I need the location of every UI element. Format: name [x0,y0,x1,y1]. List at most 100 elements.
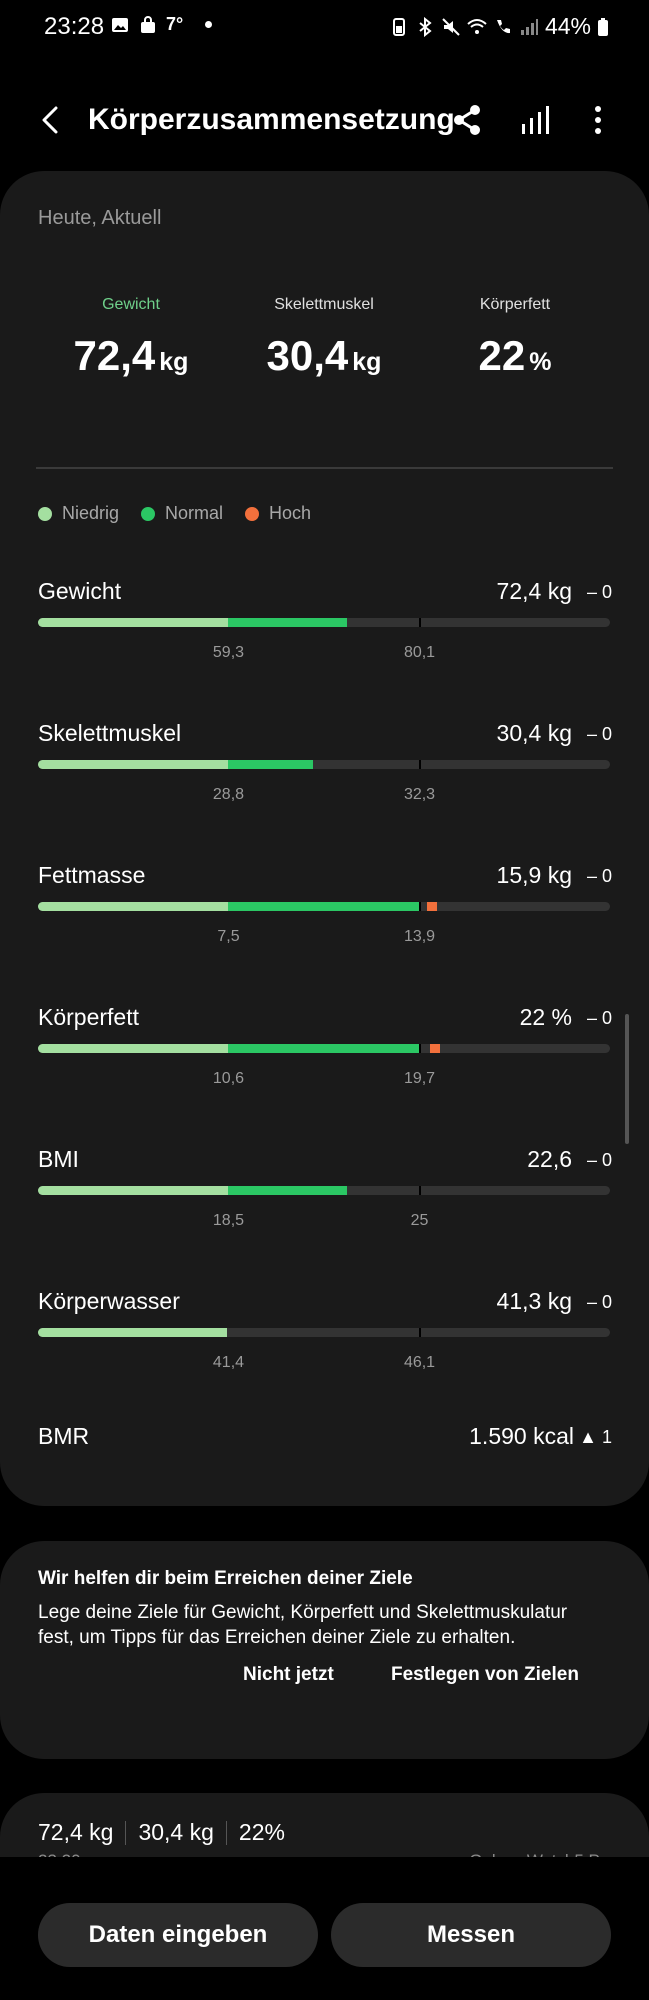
metric-delta: – 0 [586,1292,612,1312]
metric-value: 22,6 [527,1146,572,1172]
metric-delta: – 0 [586,582,612,602]
bluetooth-icon [419,16,432,37]
metric-value: 41,3 kg [496,1288,572,1314]
divider [225,1820,227,1845]
enter-data-button[interactable]: Daten eingeben [38,1903,318,1967]
bar-low-segment [38,760,229,769]
set-goals-button[interactable]: Festlegen von Zielen [391,1664,579,1685]
goals-title: Wir helfen dir beim Erreichen deiner Zie… [38,1568,413,1589]
range-low-label: 7,5 [217,928,240,945]
range-tick [418,1186,421,1195]
summary-body-fat: Körperfett 22% [420,296,610,380]
summary-label: Skelettmuskel [274,296,374,313]
date-subtitle: Heute, Aktuell [38,207,162,229]
legend-item-high: Hoch [245,503,311,524]
wifi-call-icon [496,19,510,33]
metric-delta: – 0 [586,1150,612,1170]
range-bar [38,618,610,627]
summary-label: Körperfett [479,296,551,313]
summary-weight: Gewicht 72,4 kg [36,296,226,380]
metric-name: Gewicht [38,578,122,604]
range-bar [38,902,610,911]
range-bar [38,1328,610,1337]
goals-description: Lege deine Ziele für Gewicht, Körperfett… [38,1602,568,1648]
mute-icon [442,17,460,36]
range-high-label: 46,1 [403,1354,436,1371]
range-tick [418,1328,421,1337]
metric-delta: – 0 [586,1008,612,1028]
legend: Niedrig Normal Hoch [38,503,311,524]
metric-value: 30,4 kg [496,720,572,746]
bar-low-segment [38,1044,229,1053]
history-weight: 72,4 kg [38,1819,114,1845]
range-high-label: 80,1 [403,644,436,661]
bar-low-segment [38,618,229,627]
metric-row[interactable]: Körperfett 22 % – 0 10,6 19,7 [38,1004,612,1104]
metric-row[interactable]: Körperwasser 41,3 kg – 0 41,4 46,1 [38,1288,612,1388]
share-icon[interactable] [448,100,488,140]
bar-normal-segment [228,1186,347,1195]
metric-name: Körperfett [38,1004,139,1030]
app-header: Körperzusammensetzung [0,86,649,156]
gallery-icon [112,17,128,32]
metric-name: Körperwasser [38,1288,180,1314]
signal-icon [520,18,538,35]
wifi-icon [467,18,487,34]
range-bar [38,1044,610,1053]
divider [36,467,613,469]
range-low-label: 41,4 [212,1354,245,1371]
legend-dot-icon [38,506,52,521]
battery-percent: 44% [544,13,591,39]
range-high-label: 13,9 [403,928,436,945]
range-low-label: 59,3 [212,644,245,661]
range-low-label: 10,6 [212,1070,245,1087]
bar-normal-segment [228,618,347,627]
bar-high-segment [429,1044,440,1053]
range-low-label: 18,5 [212,1212,245,1229]
history-fat: 22% [238,1819,285,1845]
measure-button[interactable]: Messen [331,1903,611,1967]
summary-unit: % [529,348,552,376]
history-values: 72,4 kg 30,4 kg 22% [38,1819,285,1846]
summary-value: 22 [478,332,526,379]
range-high-label: 19,7 [403,1070,436,1087]
range-bar [38,1186,610,1195]
metric-bmr[interactable]: BMR 1.590 kcal ▲ 1 [38,1423,612,1463]
back-arrow-icon[interactable] [34,100,68,140]
metric-row[interactable]: Gewicht 72,4 kg – 0 59,3 80,1 [38,578,612,678]
scrollbar[interactable] [625,1014,629,1144]
legend-label: Niedrig [62,503,120,523]
metric-delta: – 0 [586,724,612,744]
shopping-bag-icon [141,15,155,33]
bar-normal-segment [228,760,313,769]
page-title: Körperzusammensetzung [88,103,455,136]
bar-low-segment [38,1186,229,1195]
temperature-label: 7° [166,14,184,34]
not-now-button[interactable]: Nicht jetzt [243,1664,334,1685]
legend-label: Normal [165,503,224,523]
metric-row[interactable]: BMI 22,6 – 0 18,5 25 [38,1146,612,1246]
bar-normal-segment [228,902,420,911]
metric-row[interactable]: Skelettmuskel 30,4 kg – 0 28,8 32,3 [38,720,612,820]
range-low-label: 28,8 [212,786,245,803]
range-tick [418,618,421,627]
bar-high-segment [426,902,437,911]
history-muscle: 30,4 kg [138,1819,214,1845]
summary-value: 72,4 [73,332,156,379]
more-options-icon[interactable] [578,100,618,140]
metric-name: Fettmasse [38,862,146,888]
range-tick [418,902,421,911]
legend-dot-icon [245,506,260,521]
bar-low-segment [38,1328,227,1337]
notification-dot-icon [205,21,213,28]
metric-value: 1.590 kcal [469,1423,574,1449]
trends-chart-icon[interactable] [516,100,556,140]
summary-label: Gewicht [102,296,160,313]
metric-row[interactable]: Fettmasse 15,9 kg – 0 7,5 13,9 [38,862,612,962]
metric-value: 72,4 kg [496,578,572,604]
summary-unit: kg [352,348,382,376]
range-high-label: 32,3 [403,786,436,803]
legend-item-normal: Normal [141,503,223,524]
battery-icon [598,17,608,36]
legend-dot-icon [141,506,156,521]
